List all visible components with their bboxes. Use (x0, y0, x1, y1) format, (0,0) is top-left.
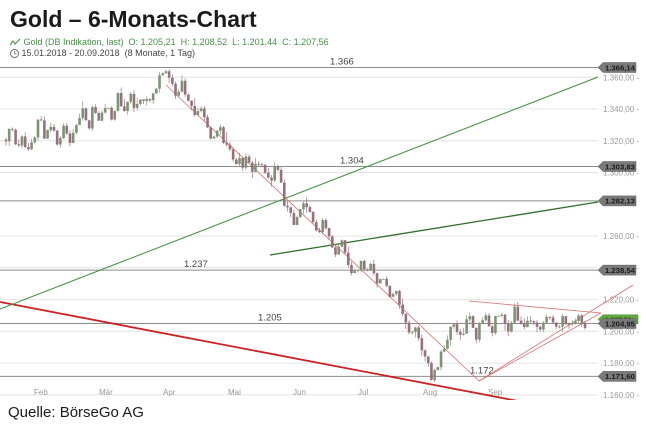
svg-text:1.238,54: 1.238,54 (605, 266, 636, 275)
svg-text:1.340,00 -: 1.340,00 - (603, 105, 639, 114)
svg-text:1.260,00 -: 1.260,00 - (603, 232, 639, 241)
svg-text:1.180,00 -: 1.180,00 - (603, 359, 639, 368)
svg-text:1.205: 1.205 (258, 313, 282, 324)
svg-text:1.303,83: 1.303,83 (605, 162, 635, 171)
svg-text:1.320,00 -: 1.320,00 - (603, 137, 639, 146)
svg-text:1.360,00 -: 1.360,00 - (603, 73, 639, 82)
svg-text:1.282,13: 1.282,13 (605, 197, 635, 206)
svg-text:1.237: 1.237 (184, 259, 208, 270)
svg-text:1.304: 1.304 (340, 156, 364, 167)
svg-text:1.171,60: 1.171,60 (605, 372, 635, 381)
svg-text:1.366,14: 1.366,14 (605, 63, 636, 72)
svg-text:1.204,95: 1.204,95 (605, 319, 636, 328)
svg-text:1.366: 1.366 (330, 57, 354, 68)
